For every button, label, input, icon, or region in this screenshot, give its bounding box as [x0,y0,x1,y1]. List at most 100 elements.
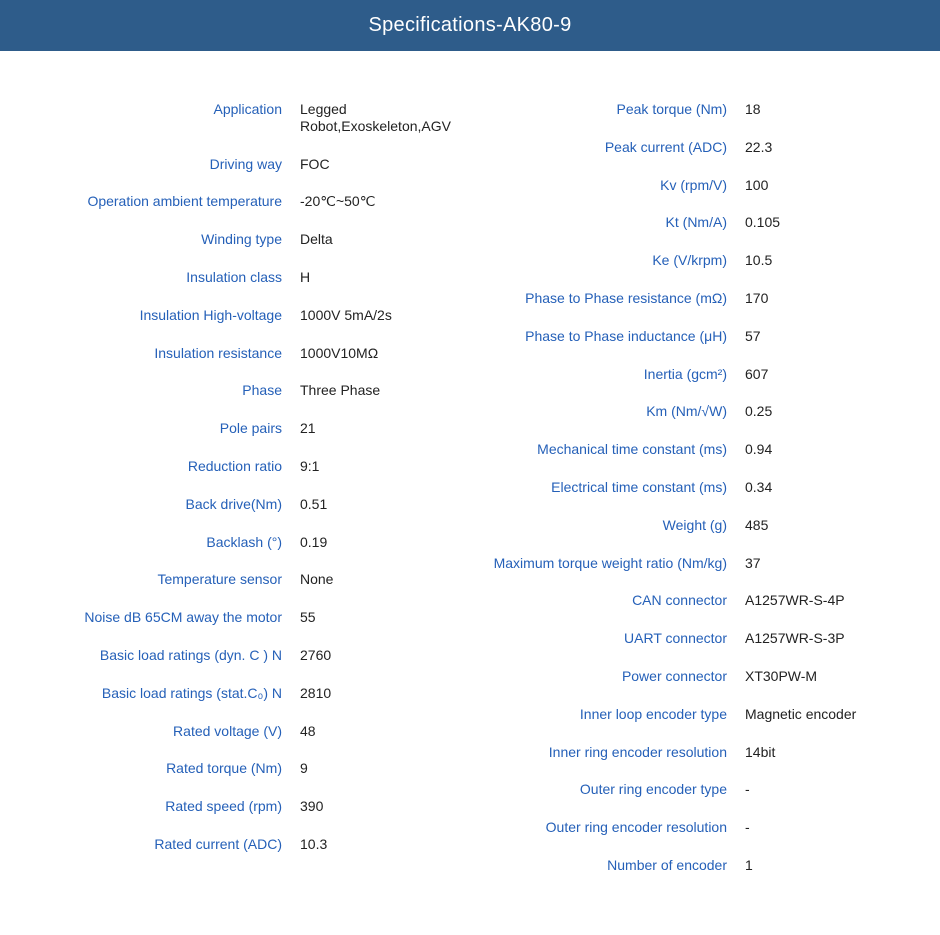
spec-value: 37 [745,555,920,572]
spec-value: 10.3 [300,836,465,853]
spec-column-right: Peak torque (Nm)18 Peak current (ADC)22.3… [475,101,920,895]
spec-value: 100 [745,177,920,194]
spec-row: Inner ring encoder resolution14bit [475,744,920,761]
spec-label: Reduction ratio [20,458,300,475]
spec-label: Inner loop encoder type [475,706,745,723]
spec-row: Inertia (gcm²)607 [475,366,920,383]
spec-label: Outer ring encoder resolution [475,819,745,836]
spec-value: 170 [745,290,920,307]
spec-value: 2810 [300,685,465,702]
spec-value: 10.5 [745,252,920,269]
spec-value: A1257WR-S-4P [745,592,920,609]
spec-row: Winding typeDelta [20,231,465,248]
spec-row: Noise dB 65CM away the motor55 [20,609,465,626]
spec-value: 2760 [300,647,465,664]
spec-value: 1 [745,857,920,874]
spec-value: 21 [300,420,465,437]
spec-row: CAN connectorA1257WR-S-4P [475,592,920,609]
spec-row: Insulation High-voltage1000V 5mA/2s [20,307,465,324]
spec-label: Application [20,101,300,118]
spec-row: Outer ring encoder type- [475,781,920,798]
spec-value: 9:1 [300,458,465,475]
spec-label: Phase to Phase resistance (mΩ) [475,290,745,307]
spec-row: ApplicationLegged Robot,Exoskeleton,AGV [20,101,465,135]
spec-row: Rated speed (rpm)390 [20,798,465,815]
spec-label: Insulation resistance [20,345,300,362]
spec-label: Temperature sensor [20,571,300,588]
spec-row: Kt (Nm/A)0.105 [475,214,920,231]
spec-row: Basic load ratings (dyn. C ) N2760 [20,647,465,664]
spec-row: Rated voltage (V)48 [20,723,465,740]
spec-label: Peak torque (Nm) [475,101,745,118]
spec-label: Weight (g) [475,517,745,534]
spec-row: Mechanical time constant (ms)0.94 [475,441,920,458]
spec-label: Phase to Phase inductance (μH) [475,328,745,345]
spec-row: Insulation classH [20,269,465,286]
spec-label: Peak current (ADC) [475,139,745,156]
spec-label: Maximum torque weight ratio (Nm/kg) [475,555,745,572]
spec-value: None [300,571,465,588]
spec-label: UART connector [475,630,745,647]
spec-label: Mechanical time constant (ms) [475,441,745,458]
spec-value: Three Phase [300,382,465,399]
spec-value: Legged Robot,Exoskeleton,AGV [300,101,465,135]
spec-value: 55 [300,609,465,626]
spec-label: Rated voltage (V) [20,723,300,740]
spec-row: Phase to Phase resistance (mΩ)170 [475,290,920,307]
spec-label: Rated current (ADC) [20,836,300,853]
spec-value: - [745,819,920,836]
spec-row: Temperature sensorNone [20,571,465,588]
spec-value: -20℃~50℃ [300,193,465,210]
spec-row: Weight (g)485 [475,517,920,534]
spec-row: Rated current (ADC)10.3 [20,836,465,853]
spec-row: Number of encoder1 [475,857,920,874]
spec-value: 0.19 [300,534,465,551]
spec-label: Driving way [20,156,300,173]
spec-column-left: ApplicationLegged Robot,Exoskeleton,AGV D… [20,101,465,895]
spec-value: FOC [300,156,465,173]
spec-row: Phase to Phase inductance (μH)57 [475,328,920,345]
spec-row: Electrical time constant (ms)0.34 [475,479,920,496]
spec-value: A1257WR-S-3P [745,630,920,647]
spec-row: Maximum torque weight ratio (Nm/kg)37 [475,555,920,572]
spec-row: Rated torque (Nm)9 [20,760,465,777]
spec-label: Kt (Nm/A) [475,214,745,231]
spec-value: - [745,781,920,798]
spec-label: Winding type [20,231,300,248]
spec-row: Ke (V/krpm)10.5 [475,252,920,269]
spec-value: 18 [745,101,920,118]
spec-value: 22.3 [745,139,920,156]
spec-row: Peak torque (Nm)18 [475,101,920,118]
spec-row: Kv (rpm/V)100 [475,177,920,194]
spec-value: 485 [745,517,920,534]
spec-row: Driving wayFOC [20,156,465,173]
spec-value: 0.94 [745,441,920,458]
spec-row: Operation ambient temperature-20℃~50℃ [20,193,465,210]
spec-label: Kv (rpm/V) [475,177,745,194]
spec-label: Insulation High-voltage [20,307,300,324]
spec-label: Inner ring encoder resolution [475,744,745,761]
spec-value: Delta [300,231,465,248]
spec-label: Power connector [475,668,745,685]
spec-label: Noise dB 65CM away the motor [20,609,300,626]
spec-label: Km (Nm/√W) [475,403,745,420]
spec-row: Outer ring encoder resolution- [475,819,920,836]
spec-value: 14bit [745,744,920,761]
spec-label: Number of encoder [475,857,745,874]
spec-label: Operation ambient temperature [20,193,300,210]
spec-label: Back drive(Nm) [20,496,300,513]
spec-content: ApplicationLegged Robot,Exoskeleton,AGV D… [0,51,940,935]
page-title: Specifications-AK80-9 [0,0,940,51]
spec-label: Ke (V/krpm) [475,252,745,269]
spec-label: CAN connector [475,592,745,609]
spec-value: Magnetic encoder [745,706,920,723]
spec-row: Power connectorXT30PW-M [475,668,920,685]
spec-row: PhaseThree Phase [20,382,465,399]
spec-value: 1000V10MΩ [300,345,465,362]
spec-value: 390 [300,798,465,815]
spec-value: 48 [300,723,465,740]
spec-row: Inner loop encoder typeMagnetic encoder [475,706,920,723]
spec-value: 0.34 [745,479,920,496]
spec-row: Reduction ratio9:1 [20,458,465,475]
spec-value: XT30PW-M [745,668,920,685]
